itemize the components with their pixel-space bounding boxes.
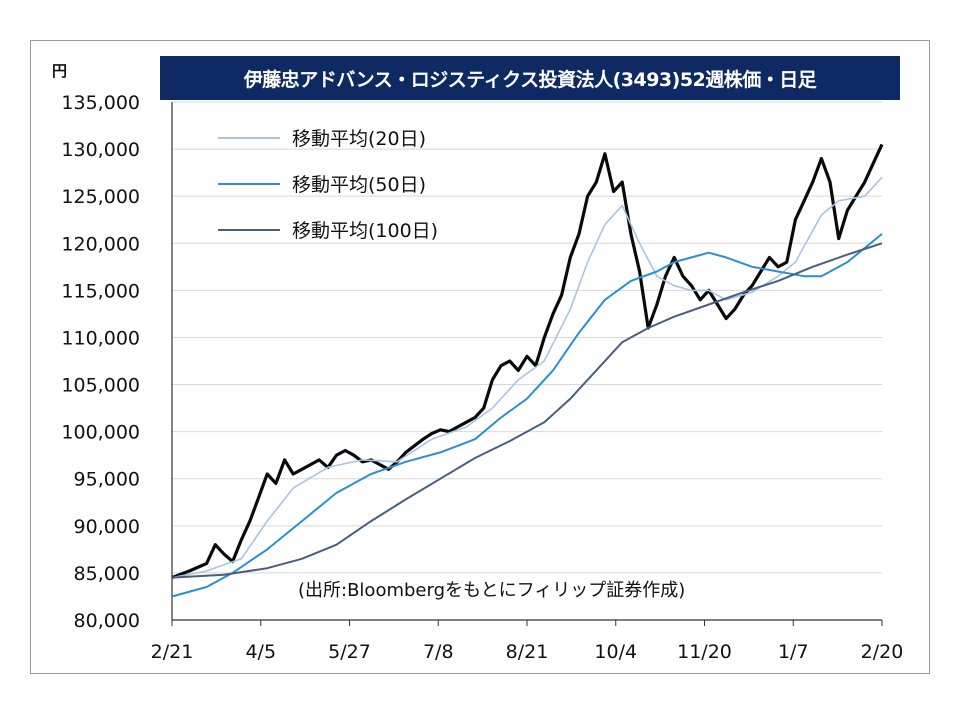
x-tick-label: 7/8 bbox=[423, 641, 454, 663]
x-tick-label: 2/20 bbox=[861, 641, 904, 663]
y-tick-label: 125,000 bbox=[61, 186, 140, 208]
x-tick-label: 4/5 bbox=[245, 641, 276, 663]
legend-label-ma20: 移動平均(20日) bbox=[292, 128, 427, 150]
y-tick-label: 90,000 bbox=[74, 516, 140, 538]
y-tick-label: 85,000 bbox=[74, 563, 140, 585]
series-line-0 bbox=[171, 143, 884, 580]
legend-item-ma50: 移動平均(50日) bbox=[218, 170, 426, 197]
y-tick-label: 115,000 bbox=[61, 280, 140, 302]
y-tick-label: 95,000 bbox=[74, 469, 140, 491]
legend-item-ma100: 移動平均(100日) bbox=[218, 216, 438, 243]
legend-label-ma100: 移動平均(100日) bbox=[292, 220, 439, 242]
x-tick-label: 11/20 bbox=[677, 641, 732, 663]
chart-title: 伊藤忠アドバンス・ロジスティクス投資法人(3493)52週株価・日足 bbox=[160, 56, 900, 100]
x-tick-label: 10/4 bbox=[594, 641, 637, 663]
y-tick-label: 120,000 bbox=[61, 233, 140, 255]
x-tick-label: 1/7 bbox=[778, 641, 809, 663]
series-lines bbox=[171, 143, 884, 598]
source-note: (出所:Bloombergをもとにフィリップ証券作成) bbox=[298, 580, 686, 601]
legend-swatch-ma20 bbox=[218, 136, 280, 139]
series-line-3 bbox=[171, 242, 883, 579]
y-axis-unit: 円 bbox=[52, 62, 68, 80]
legend-swatch-ma50 bbox=[218, 182, 280, 185]
gridlines bbox=[171, 101, 882, 621]
y-tick-label: 80,000 bbox=[74, 610, 140, 632]
y-tick-label: 135,000 bbox=[61, 92, 140, 114]
x-tick-label: 5/27 bbox=[328, 641, 371, 663]
chart-frame bbox=[30, 40, 930, 674]
y-tick-label: 100,000 bbox=[61, 422, 140, 444]
legend-label-ma50: 移動平均(50日) bbox=[292, 174, 427, 196]
series-line-1 bbox=[171, 176, 883, 579]
legend-swatch-ma100 bbox=[218, 228, 280, 231]
y-tick-label: 130,000 bbox=[61, 139, 140, 161]
y-tick-label: 110,000 bbox=[61, 327, 140, 349]
x-tick-label: 8/21 bbox=[506, 641, 549, 663]
x-tick-label: 2/21 bbox=[151, 641, 194, 663]
y-tick-label: 105,000 bbox=[61, 375, 140, 397]
series-line-2 bbox=[171, 233, 883, 598]
y-axis-ticks: 80,000 85,000 90,000 95,000 100,000 105,000 11… bbox=[61, 92, 140, 632]
x-axis-ticks: 2/21 4/5 5/27 7/8 8/21 10/4 11/20 1/7 2/20 bbox=[151, 620, 904, 663]
legend-item-ma20: 移動平均(20日) bbox=[218, 124, 426, 151]
